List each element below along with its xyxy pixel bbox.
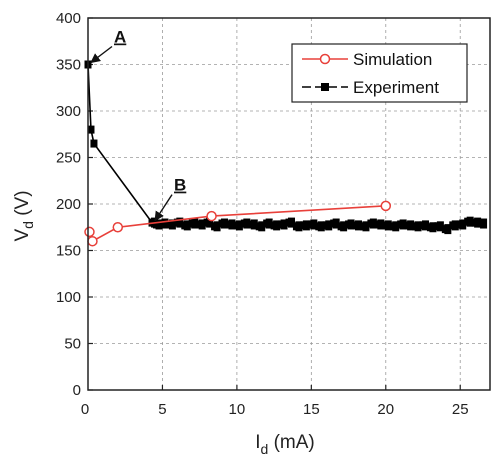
data-point-experiment xyxy=(176,217,184,228)
data-point-experiment xyxy=(451,220,459,231)
x-tick-label: 0 xyxy=(81,401,89,418)
data-point-experiment xyxy=(340,221,348,232)
data-point-simulation xyxy=(206,210,217,222)
data-point-experiment xyxy=(90,139,98,148)
data-point-experiment xyxy=(377,219,385,230)
data-point-experiment xyxy=(168,219,176,230)
legend-marker-experiment xyxy=(321,83,329,91)
x-axis-title-main: I xyxy=(255,432,260,453)
data-point-experiment xyxy=(414,221,422,232)
data-point-experiment xyxy=(288,217,295,228)
data-point-experiment xyxy=(436,221,444,232)
annotations: AB xyxy=(90,28,186,222)
data-point-experiment xyxy=(407,220,415,231)
data-point-experiment xyxy=(466,216,474,227)
data-point-experiment xyxy=(325,220,333,231)
y-tick-label: 50 xyxy=(64,336,81,353)
data-point-experiment xyxy=(474,217,482,228)
legend-label-simulation: Simulation xyxy=(353,50,432,69)
data-point-experiment xyxy=(198,219,206,230)
annotation-label: A xyxy=(114,28,126,47)
data-point-experiment xyxy=(317,221,325,232)
x-tick-label: 15 xyxy=(303,401,320,418)
data-point-experiment xyxy=(183,220,191,231)
data-point-experiment xyxy=(384,220,392,231)
data-point-experiment xyxy=(429,222,437,233)
legend: Simulation Experiment xyxy=(291,43,468,103)
data-point-experiment xyxy=(332,218,340,229)
x-tick-label: 25 xyxy=(452,401,469,418)
annotation-arrow xyxy=(90,45,113,64)
data-point-experiment xyxy=(228,219,236,230)
data-point-experiment xyxy=(258,221,266,232)
data-point-experiment xyxy=(459,219,467,230)
data-point-simulation xyxy=(380,200,392,212)
data-point-experiment xyxy=(221,218,228,229)
data-point-experiment xyxy=(392,221,400,232)
x-axis-title-sub: d xyxy=(261,441,269,457)
y-axis-title-unit: (V) xyxy=(12,190,33,221)
legend-label-experiment: Experiment xyxy=(353,78,439,97)
x-axis-title-unit: (mA) xyxy=(268,432,314,453)
data-point-experiment xyxy=(161,218,169,229)
y-tick-label: 200 xyxy=(56,196,81,213)
legend-marker-simulation xyxy=(319,53,331,65)
y-tick-label: 350 xyxy=(56,57,81,74)
x-axis-title: Id (mA) xyxy=(255,432,315,457)
data-point-experiment xyxy=(280,219,288,230)
legend-item-simulation: Simulation xyxy=(302,50,432,69)
data-point-experiment xyxy=(206,217,214,228)
data-point-experiment xyxy=(155,219,163,230)
data-point-experiment xyxy=(243,218,251,229)
y-tick-label: 300 xyxy=(56,103,81,120)
data-point-experiment xyxy=(422,220,429,231)
y-tick-label: 250 xyxy=(56,150,81,167)
series-layer xyxy=(84,60,488,247)
x-tick-label: 20 xyxy=(377,401,394,418)
plot-frame xyxy=(87,17,491,391)
data-point-experiment xyxy=(369,218,377,229)
data-point-simulation xyxy=(112,222,124,233)
annotation-arrow xyxy=(154,194,173,222)
y-tick-label: 150 xyxy=(56,243,81,260)
data-point-experiment xyxy=(399,219,407,230)
data-point-experiment xyxy=(347,219,355,230)
legend-box xyxy=(291,43,468,103)
legend-item-experiment: Experiment xyxy=(302,78,439,97)
x-tick-label: 5 xyxy=(158,401,166,418)
data-point-experiment xyxy=(444,224,452,235)
y-tick-label: 400 xyxy=(56,10,81,27)
data-point-experiment xyxy=(310,219,318,230)
data-point-experiment xyxy=(213,221,221,232)
data-point-experiment xyxy=(480,218,488,229)
annotation-label: B xyxy=(174,176,186,195)
data-point-experiment xyxy=(265,218,273,229)
y-axis-title-sub: d xyxy=(20,221,36,229)
data-point-experiment xyxy=(295,221,303,232)
x-tick-label: 10 xyxy=(229,401,246,418)
data-point-experiment xyxy=(362,221,370,232)
y-axis-title: Vd (V) xyxy=(12,190,36,241)
data-point-experiment xyxy=(191,218,199,229)
data-point-simulation xyxy=(84,226,95,238)
y-tick-label: 100 xyxy=(56,289,81,306)
y-axis-title-main: V xyxy=(12,229,33,242)
y-tick-label: 0 xyxy=(73,382,81,399)
data-point-experiment xyxy=(273,220,281,231)
data-point-experiment xyxy=(250,219,258,230)
data-point-experiment xyxy=(355,220,362,231)
data-point-experiment xyxy=(87,125,95,134)
data-point-experiment xyxy=(302,220,310,231)
data-point-experiment xyxy=(235,220,243,231)
data-point-simulation xyxy=(87,235,98,247)
